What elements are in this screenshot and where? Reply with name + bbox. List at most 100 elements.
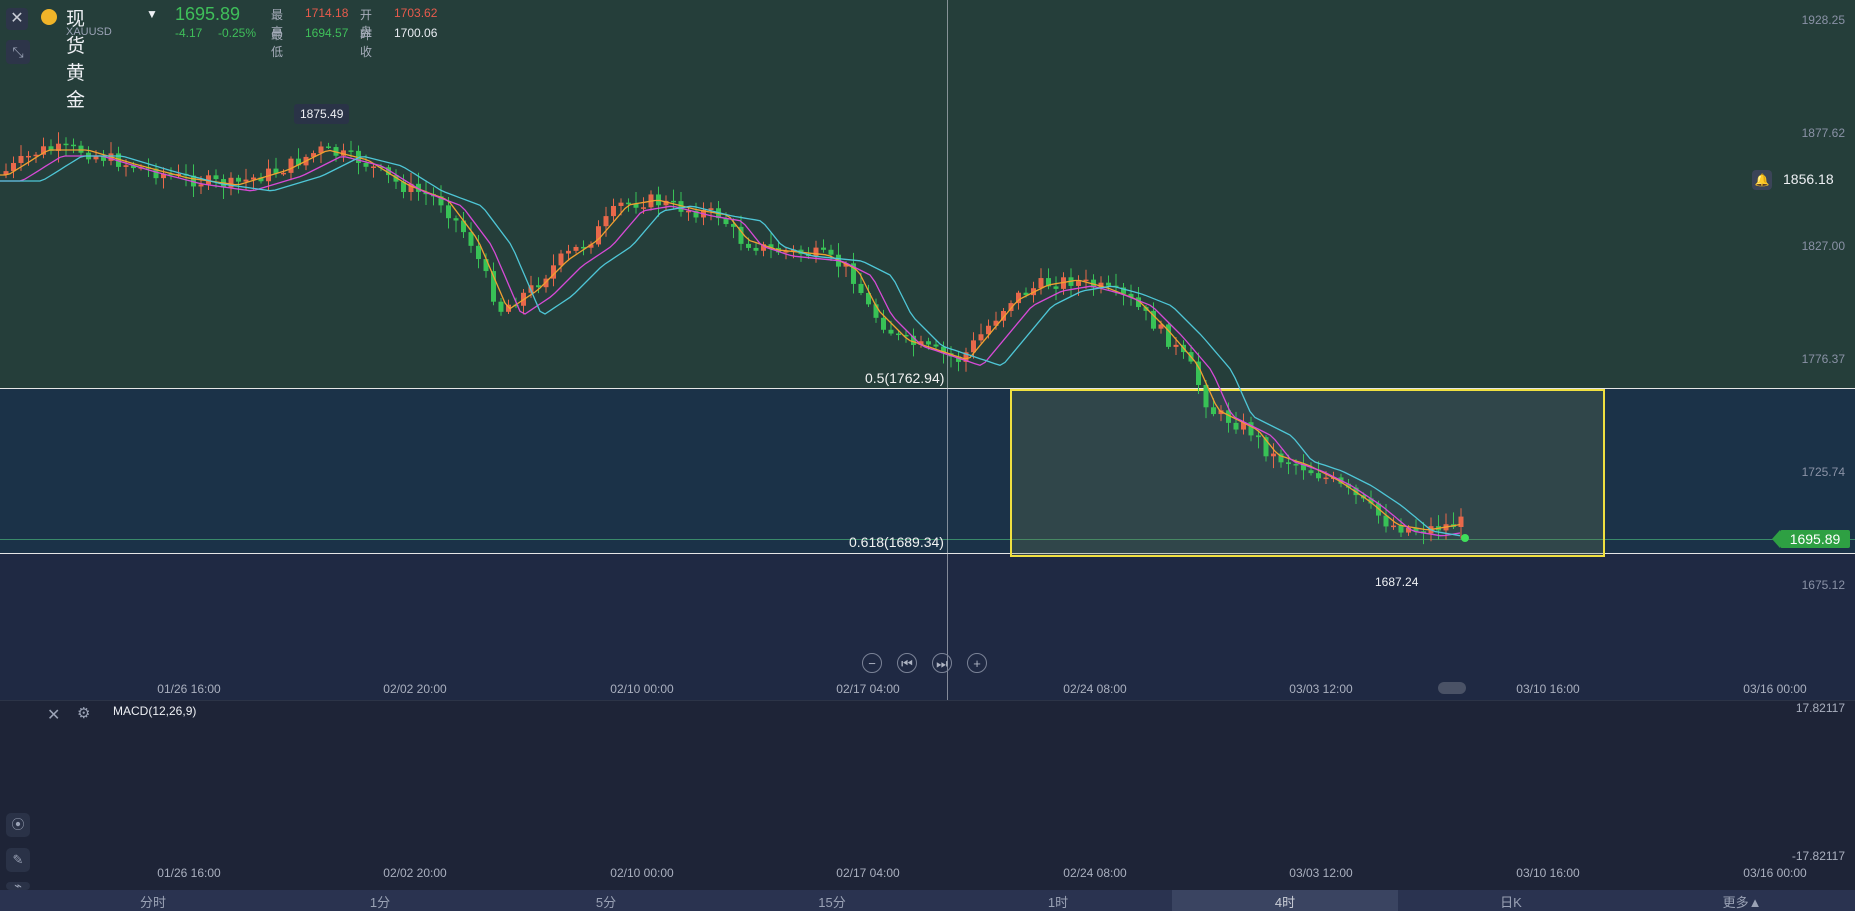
- ma-line-long: [0, 155, 1461, 537]
- macd-time-tick: 03/16 00:00: [1743, 866, 1807, 880]
- time-tick: 02/02 20:00: [383, 682, 447, 696]
- candle-body: [851, 263, 856, 284]
- price-tick: 1725.74: [1801, 465, 1845, 479]
- close-icon[interactable]: ✕: [6, 8, 28, 30]
- candle-body: [986, 325, 991, 335]
- drawing-tools-icon[interactable]: ⌁: [6, 879, 30, 892]
- fib-zone-upper: [0, 0, 1855, 388]
- pencil-icon[interactable]: ✎: [6, 848, 30, 872]
- chevron-down-icon[interactable]: ▼: [146, 7, 158, 21]
- macd-top-value: 17.82117: [1795, 701, 1845, 715]
- candle-body: [356, 150, 361, 163]
- candle-body: [461, 220, 466, 233]
- fib-line-0-618[interactable]: [0, 553, 1855, 554]
- candle-body: [228, 177, 234, 188]
- timeframe-active-bg: [1172, 890, 1398, 911]
- current-price-tag: 1695.89: [1780, 530, 1850, 548]
- bell-icon[interactable]: 🔔: [1752, 170, 1772, 190]
- alert-price[interactable]: 1856.18: [1783, 171, 1834, 187]
- candle-body: [93, 155, 99, 160]
- candle-body: [3, 171, 9, 175]
- time-tick: 02/24 08:00: [1063, 682, 1127, 696]
- settings-icon[interactable]: ⚙: [77, 705, 91, 722]
- candle-body: [1173, 344, 1179, 347]
- timeframe-tab[interactable]: 1时: [1047, 895, 1069, 910]
- zoom-in-icon[interactable]: +: [967, 653, 987, 673]
- high-label: 最高: [271, 8, 284, 39]
- highlight-rectangle[interactable]: [1010, 389, 1605, 557]
- candle-body: [348, 150, 354, 152]
- price-tick: 1776.37: [1801, 352, 1845, 366]
- candle-body: [1203, 385, 1209, 408]
- candle-body: [476, 245, 481, 260]
- price-chart-svg: [0, 132, 1469, 545]
- candle-body: [828, 249, 834, 255]
- candle-body: [213, 175, 219, 180]
- macd-time-tick: 03/03 12:00: [1289, 866, 1353, 880]
- symbol-code: XAUUSD: [66, 26, 112, 38]
- timeframe-bar: [0, 890, 1855, 911]
- fib-zone-middle: [0, 388, 1855, 553]
- zoom-out-icon[interactable]: −: [862, 653, 882, 673]
- candle-body: [978, 334, 984, 341]
- time-tick: 02/17 04:00: [836, 682, 900, 696]
- collapse-icon[interactable]: ⤡: [6, 40, 30, 64]
- candle-body: [708, 208, 714, 210]
- price-tick: 1928.25: [1801, 13, 1845, 27]
- candle-body: [491, 271, 496, 302]
- candle-body: [318, 146, 324, 154]
- candle-body: [963, 352, 969, 362]
- macd-time-tick: 02/17 04:00: [836, 866, 900, 880]
- candle-body: [881, 317, 886, 330]
- candle-body: [678, 201, 684, 212]
- prev-close-value: 1700.06: [394, 26, 438, 40]
- candle-body: [1053, 286, 1059, 289]
- price-tick: 1827.00: [1801, 239, 1845, 253]
- candle-body: [1323, 477, 1329, 480]
- candle-body: [1233, 422, 1239, 430]
- candle-body: [18, 155, 24, 163]
- timeframe-tab[interactable]: 5分: [595, 895, 617, 910]
- candle-body: [641, 207, 646, 209]
- candle-body: [941, 346, 946, 354]
- candle-body: [911, 335, 916, 345]
- candle-body: [363, 162, 369, 167]
- timeframe-tab[interactable]: 1分: [369, 895, 391, 910]
- timeframe-tab[interactable]: 日K: [1500, 895, 1522, 910]
- time-tick: 03/10 16:00: [1516, 682, 1580, 696]
- close-indicator-icon[interactable]: ✕: [47, 707, 61, 724]
- indicator-icon[interactable]: ⦿: [6, 813, 30, 837]
- more-timeframes-button[interactable]: 更多▲: [1722, 895, 1762, 910]
- fib-line-0-5[interactable]: [0, 388, 1855, 389]
- candle-body: [56, 143, 61, 151]
- candle-body: [1406, 527, 1411, 533]
- high-marker: 1875.49: [294, 104, 350, 124]
- candle-body: [198, 184, 204, 187]
- candle-body: [1136, 297, 1141, 308]
- open-value: 1703.62: [394, 6, 438, 20]
- current-price-line: [0, 539, 1855, 540]
- candle-body: [341, 150, 346, 156]
- timeframe-tab[interactable]: 分时: [139, 895, 167, 910]
- candle-body: [626, 202, 631, 205]
- price-change: -4.17: [175, 26, 203, 40]
- timeframe-tab[interactable]: 15分: [818, 895, 846, 910]
- symbol-title[interactable]: 现货黄金: [66, 9, 86, 111]
- fib-label-0-618: 0.618(1689.34): [849, 534, 944, 550]
- candle-body: [1398, 525, 1404, 533]
- candle-body: [821, 247, 826, 250]
- candle-body: [483, 259, 489, 272]
- candle-body: [1038, 278, 1044, 289]
- candle-body: [1158, 324, 1164, 329]
- candle-body: [896, 333, 901, 336]
- skip-back-icon[interactable]: ⏮: [897, 653, 917, 673]
- candle-body: [1286, 462, 1291, 465]
- skip-forward-icon[interactable]: ⏭: [932, 653, 952, 673]
- candle-body: [1263, 437, 1269, 457]
- candle-body: [1098, 282, 1104, 288]
- candle-body: [408, 183, 414, 192]
- price-tick: 1877.62: [1801, 126, 1845, 140]
- scroll-toggle[interactable]: [1438, 682, 1466, 694]
- candle-body: [116, 153, 121, 167]
- timeframe-tab-active[interactable]: 4时: [1274, 895, 1296, 910]
